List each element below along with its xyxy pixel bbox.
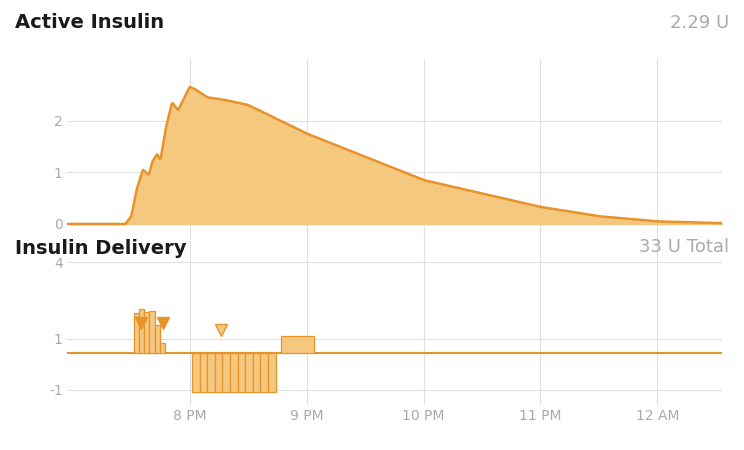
Bar xyxy=(230,353,237,392)
Bar xyxy=(253,353,260,392)
Bar xyxy=(281,336,314,353)
Bar xyxy=(268,353,275,392)
Text: 33 U Total: 33 U Total xyxy=(639,238,729,256)
Bar xyxy=(237,353,246,392)
Bar xyxy=(215,353,222,392)
Bar xyxy=(134,313,139,353)
Bar xyxy=(222,353,230,392)
Bar xyxy=(192,353,199,392)
Bar xyxy=(208,353,215,392)
Bar xyxy=(160,342,165,353)
Bar xyxy=(150,311,155,353)
Bar xyxy=(139,310,144,353)
Bar xyxy=(144,312,150,353)
Text: 2.29 U: 2.29 U xyxy=(670,14,729,32)
Bar xyxy=(199,353,208,392)
Text: Insulin Delivery: Insulin Delivery xyxy=(15,238,187,257)
Bar xyxy=(246,353,253,392)
Bar xyxy=(155,325,160,353)
Text: Active Insulin: Active Insulin xyxy=(15,14,164,32)
Bar xyxy=(260,353,268,392)
